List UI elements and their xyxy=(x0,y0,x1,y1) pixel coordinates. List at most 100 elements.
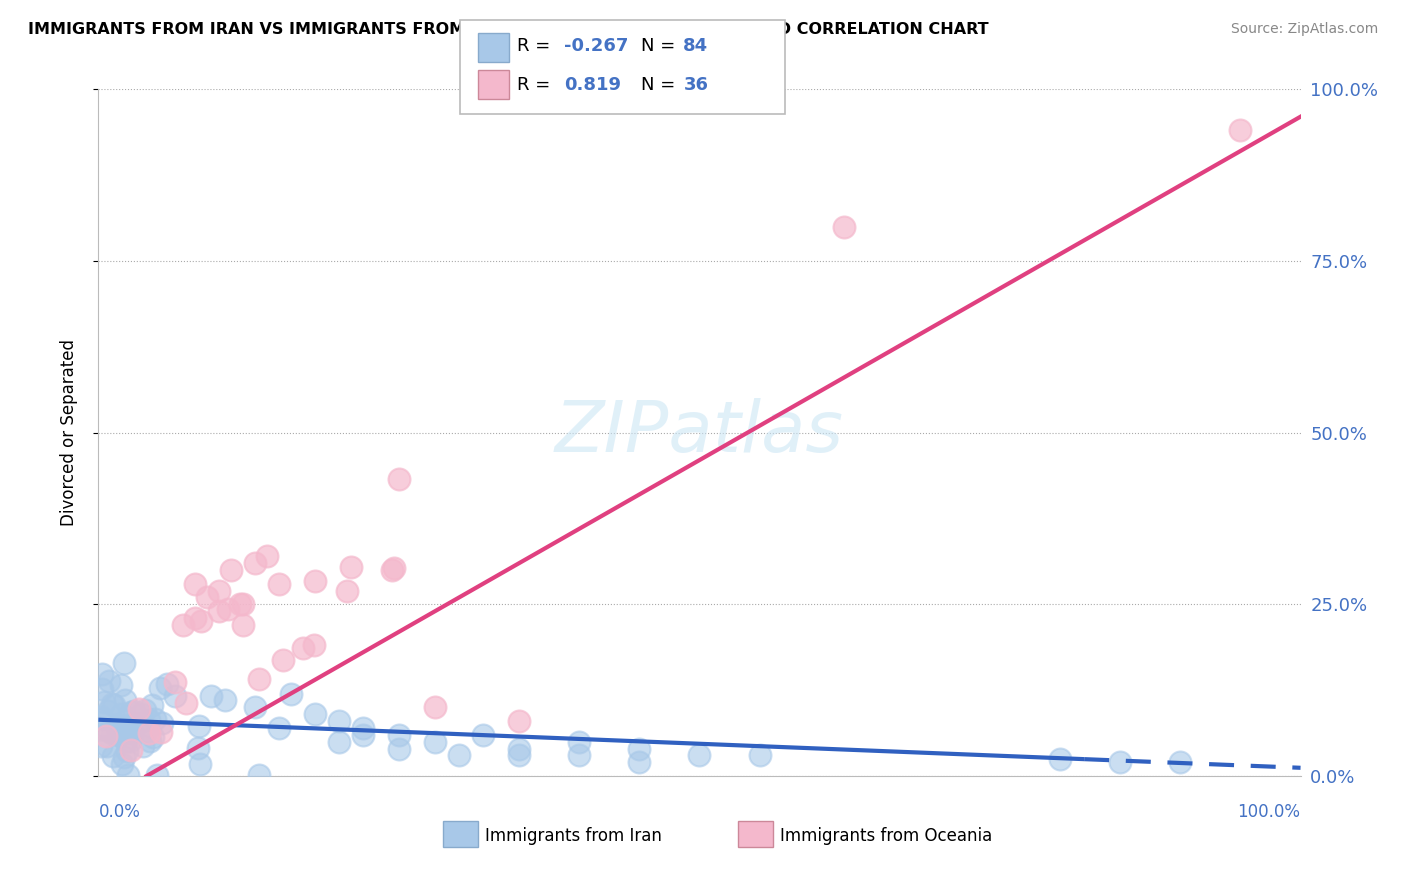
Point xyxy=(114,693,136,707)
Point xyxy=(103,698,125,712)
Point xyxy=(97,704,120,718)
Text: R =: R = xyxy=(517,37,557,55)
Y-axis label: Divorced or Separated: Divorced or Separated xyxy=(59,339,77,526)
Point xyxy=(232,618,254,632)
Point xyxy=(90,710,112,724)
Point xyxy=(163,675,186,690)
Point xyxy=(94,729,117,743)
Point xyxy=(508,748,530,763)
Point xyxy=(302,638,325,652)
Text: 0.0%: 0.0% xyxy=(98,803,141,821)
Point xyxy=(1170,756,1192,770)
Text: Immigrants from Iran: Immigrants from Iran xyxy=(485,827,662,845)
Point xyxy=(90,681,112,696)
Point xyxy=(328,714,350,728)
Point xyxy=(472,728,495,742)
Point xyxy=(93,695,115,709)
Point xyxy=(114,734,136,748)
Point xyxy=(132,739,155,753)
Point xyxy=(832,219,855,234)
Point xyxy=(217,602,239,616)
Point xyxy=(112,656,135,670)
Point xyxy=(352,728,374,742)
Point xyxy=(195,591,218,605)
Point xyxy=(111,721,134,735)
Text: -0.267: -0.267 xyxy=(564,37,628,55)
Point xyxy=(188,719,211,733)
Point xyxy=(118,734,141,748)
Point xyxy=(247,768,270,782)
Point xyxy=(112,718,135,732)
Point xyxy=(97,723,120,738)
Point xyxy=(271,653,294,667)
Point xyxy=(122,704,145,718)
Point xyxy=(243,556,266,570)
Point xyxy=(156,677,179,691)
Text: 100.0%: 100.0% xyxy=(1237,803,1301,821)
Point xyxy=(125,716,148,731)
Point xyxy=(689,748,711,763)
Point xyxy=(183,611,205,625)
Point xyxy=(304,574,326,589)
Point xyxy=(267,721,290,735)
Point xyxy=(110,727,132,741)
Point xyxy=(107,718,129,732)
Point xyxy=(129,706,152,721)
Point xyxy=(1049,752,1071,766)
Point xyxy=(328,735,350,749)
Point xyxy=(183,576,205,591)
Text: N =: N = xyxy=(641,37,681,55)
Point xyxy=(748,748,770,763)
Point xyxy=(107,723,129,737)
Point xyxy=(138,726,160,740)
Point xyxy=(187,741,209,756)
Text: 0.819: 0.819 xyxy=(564,76,621,94)
Point xyxy=(508,714,530,728)
Point xyxy=(423,700,446,714)
Text: 84: 84 xyxy=(683,37,709,55)
Point xyxy=(101,698,124,712)
Text: Source: ZipAtlas.com: Source: ZipAtlas.com xyxy=(1230,22,1378,37)
Point xyxy=(134,703,156,717)
Point xyxy=(115,743,138,757)
Text: N =: N = xyxy=(641,76,681,94)
Point xyxy=(110,678,132,692)
Text: Immigrants from Oceania: Immigrants from Oceania xyxy=(780,827,993,845)
Point xyxy=(118,723,141,738)
Point xyxy=(98,674,121,689)
Point xyxy=(110,706,132,721)
Point xyxy=(388,472,411,486)
Point xyxy=(208,604,231,618)
Point xyxy=(291,641,314,656)
Point xyxy=(163,690,186,704)
Point xyxy=(141,698,163,712)
Point xyxy=(141,731,163,745)
Point xyxy=(628,756,651,770)
Point xyxy=(150,716,173,731)
Point xyxy=(107,727,129,741)
Point xyxy=(149,725,172,739)
Point xyxy=(139,734,162,748)
Point xyxy=(214,692,236,706)
Point xyxy=(1109,756,1132,770)
Point xyxy=(91,667,114,681)
Point xyxy=(174,696,197,710)
Point xyxy=(100,726,122,740)
Point xyxy=(121,724,143,739)
Point xyxy=(146,768,169,782)
Point xyxy=(336,583,359,598)
Point xyxy=(120,743,142,757)
Point xyxy=(382,561,405,575)
Text: 36: 36 xyxy=(683,76,709,94)
Point xyxy=(90,739,112,753)
Point xyxy=(90,722,112,736)
Text: R =: R = xyxy=(517,76,557,94)
Point xyxy=(90,712,112,726)
Point xyxy=(340,560,363,574)
Text: ZIPatlas: ZIPatlas xyxy=(555,398,844,467)
Point xyxy=(1229,123,1251,137)
Point xyxy=(568,735,591,749)
Point xyxy=(280,687,302,701)
Point xyxy=(568,748,591,763)
Point xyxy=(135,723,157,738)
